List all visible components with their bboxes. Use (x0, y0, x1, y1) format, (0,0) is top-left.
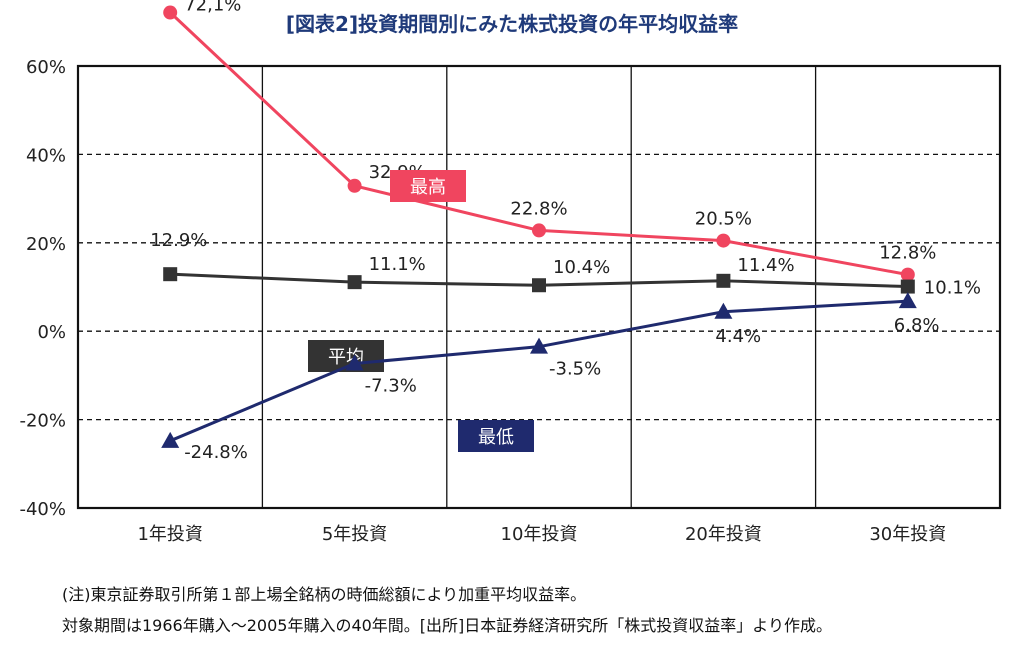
y-tick-label: 60% (26, 57, 66, 78)
data-label-average: 11.4% (737, 255, 794, 276)
data-point-high (716, 233, 731, 248)
series-badge-low (458, 420, 534, 452)
footnote-source-1: (注)東京証券取引所第１部上場全銘柄の時価総額により加重平均収益率。 (62, 585, 587, 604)
data-label-low: -7.3% (365, 375, 417, 396)
x-tick-label: 30年投資 (869, 524, 946, 545)
y-tick-label: 0% (37, 322, 66, 343)
data-point-average (716, 273, 731, 288)
series-badge-label-high: 最高 (410, 177, 446, 198)
y-tick-label: 40% (26, 145, 66, 166)
data-label-high: 22.8% (510, 198, 567, 219)
data-point-average (347, 275, 362, 290)
data-point-high (532, 223, 546, 238)
series-badge-high (390, 170, 466, 202)
data-point-average (900, 279, 915, 294)
data-point-low (345, 354, 364, 371)
y-tick-label: -20% (19, 411, 66, 432)
data-label-high: 20.5% (695, 209, 752, 230)
data-label-low: -3.5% (549, 359, 601, 380)
data-point-low (714, 302, 733, 319)
data-point-low (898, 292, 917, 309)
data-label-average: 10.1% (924, 278, 981, 299)
data-label-low: 4.4% (715, 326, 761, 347)
data-label-low: 6.8% (894, 315, 940, 336)
y-tick-label: 20% (26, 234, 66, 255)
y-tick-label: -40% (19, 499, 66, 520)
series-badge-label-low: 最低 (478, 427, 514, 448)
data-point-low (161, 431, 180, 448)
x-tick-label: 10年投資 (501, 524, 578, 545)
plot-frame (76, 64, 1002, 510)
data-label-high: 12.8% (879, 243, 936, 264)
data-point-high (900, 267, 915, 282)
line-chart: 60% 40% 20% 0% -20% -40% 1年投資 5年投資 10年投資 20年投資 30年… (19, 0, 1002, 545)
footnote-source-2: 対象期間は1966年購入〜2005年購入の40年間。[出所]日本証券経済研究所「… (62, 616, 832, 635)
chart-title: [図表2]投資期間別にみた株式投資の年平均収益率 (285, 12, 739, 36)
data-label-average: 11.1% (369, 254, 426, 275)
x-tick-label: 5年投資 (322, 524, 387, 545)
data-point-low (530, 337, 548, 354)
data-label-low: -24.8% (184, 442, 248, 463)
data-label-high: 72,1% (184, 0, 241, 16)
data-point-average (163, 267, 178, 282)
data-point-high (163, 5, 178, 20)
x-tick-label: 20年投資 (685, 524, 762, 545)
data-point-average (532, 278, 546, 293)
data-label-average: 10.4% (553, 257, 610, 278)
data-point-high (347, 178, 362, 193)
x-tick-label: 1年投資 (137, 524, 202, 545)
data-label-average: 12.9% (150, 230, 207, 251)
